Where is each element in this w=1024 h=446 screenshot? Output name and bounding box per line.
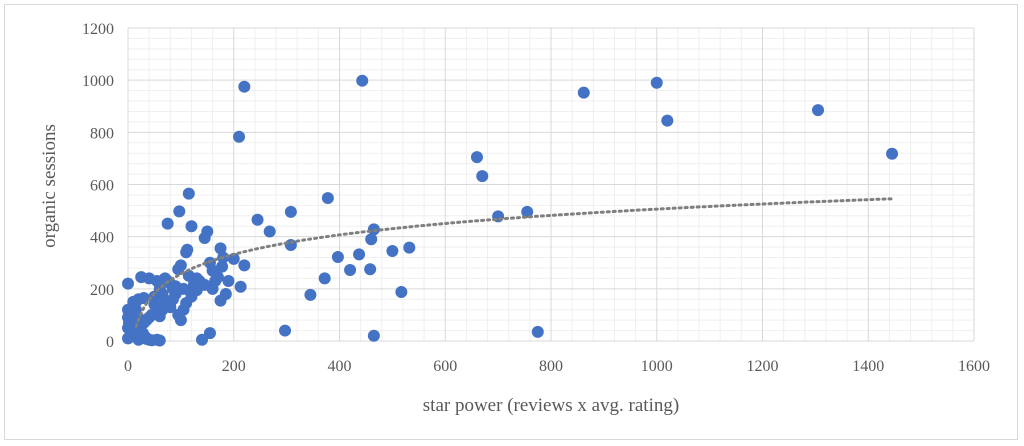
y-tick-label: 1000 [82,73,114,90]
x-axis-title: star power (reviews x avg. rating) [423,395,679,416]
data-point [284,205,297,218]
data-point [181,243,194,256]
y-tick-label: 600 [90,178,114,195]
data-point [577,86,590,99]
data-point [182,187,195,200]
data-point [211,271,224,284]
x-tick-label: 600 [433,358,457,375]
data-point [122,332,134,345]
y-tick-label: 0 [106,334,114,351]
data-point [318,272,331,285]
data-point [531,325,544,338]
data-point [174,314,187,327]
data-point [279,324,292,337]
data-point [521,205,534,218]
data-point [251,213,264,226]
data-point [127,295,140,308]
data-point [364,263,377,276]
data-point [156,288,169,301]
x-tick-label: 1000 [641,358,673,375]
data-point [123,316,136,329]
data-point [365,233,378,246]
data-point [234,280,247,293]
data-point [470,151,483,164]
y-axis-title: organic sessions [39,124,60,248]
data-point [812,104,825,117]
data-point [153,334,166,347]
data-point [476,170,489,183]
y-tick-label: 400 [90,230,114,247]
data-point [122,277,134,290]
x-tick-label: 1200 [747,358,779,375]
x-tick-label: 0 [124,358,132,375]
y-tick-label: 200 [90,282,114,299]
grid [127,27,975,342]
data-point [386,245,399,258]
data-point [214,294,227,307]
x-tick-label: 400 [328,358,352,375]
data-point [214,242,227,255]
data-point [321,192,334,205]
data-points [122,74,899,347]
data-point [161,217,174,230]
data-point [650,76,663,89]
data-point [137,291,150,304]
x-tick-label: 1600 [958,358,990,375]
trendline [134,197,894,328]
data-point [198,231,211,244]
data-point [353,248,366,261]
data-point [304,288,317,301]
data-point [886,147,899,160]
data-point [238,259,251,272]
data-point [196,333,209,346]
y-tick-label: 800 [90,125,114,142]
x-tick-label: 800 [539,358,563,375]
x-tick-label: 200 [222,358,246,375]
data-point [222,275,235,288]
data-point [403,241,416,254]
data-point [331,251,344,264]
data-point [203,327,216,340]
data-point [395,285,408,298]
data-point [174,259,187,272]
x-tick-label: 1400 [852,358,884,375]
data-point [233,130,246,143]
data-point [139,331,152,344]
data-point [367,329,380,342]
y-tick-label: 1200 [82,21,114,38]
y-axis-ticks: 0 200 400 600 800 1000 1200 [82,21,114,351]
chart-frame: 0 200 400 600 800 1000 1200 0 200 400 600 800 1000 1… [4,4,1018,440]
data-point [185,220,198,233]
scatter-chart: 0 200 400 600 800 1000 1200 0 200 400 600 800 1000 1… [39,21,990,416]
data-point [173,205,186,218]
data-point [661,114,674,127]
data-point [182,269,195,282]
data-point [344,264,357,277]
data-point [227,252,240,265]
x-axis-ticks: 0 200 400 600 800 1000 1200 1400 1600 [124,358,990,375]
data-point [169,280,182,293]
data-point [356,74,369,87]
data-point [216,260,229,273]
data-point [263,225,276,238]
data-point [238,80,251,93]
